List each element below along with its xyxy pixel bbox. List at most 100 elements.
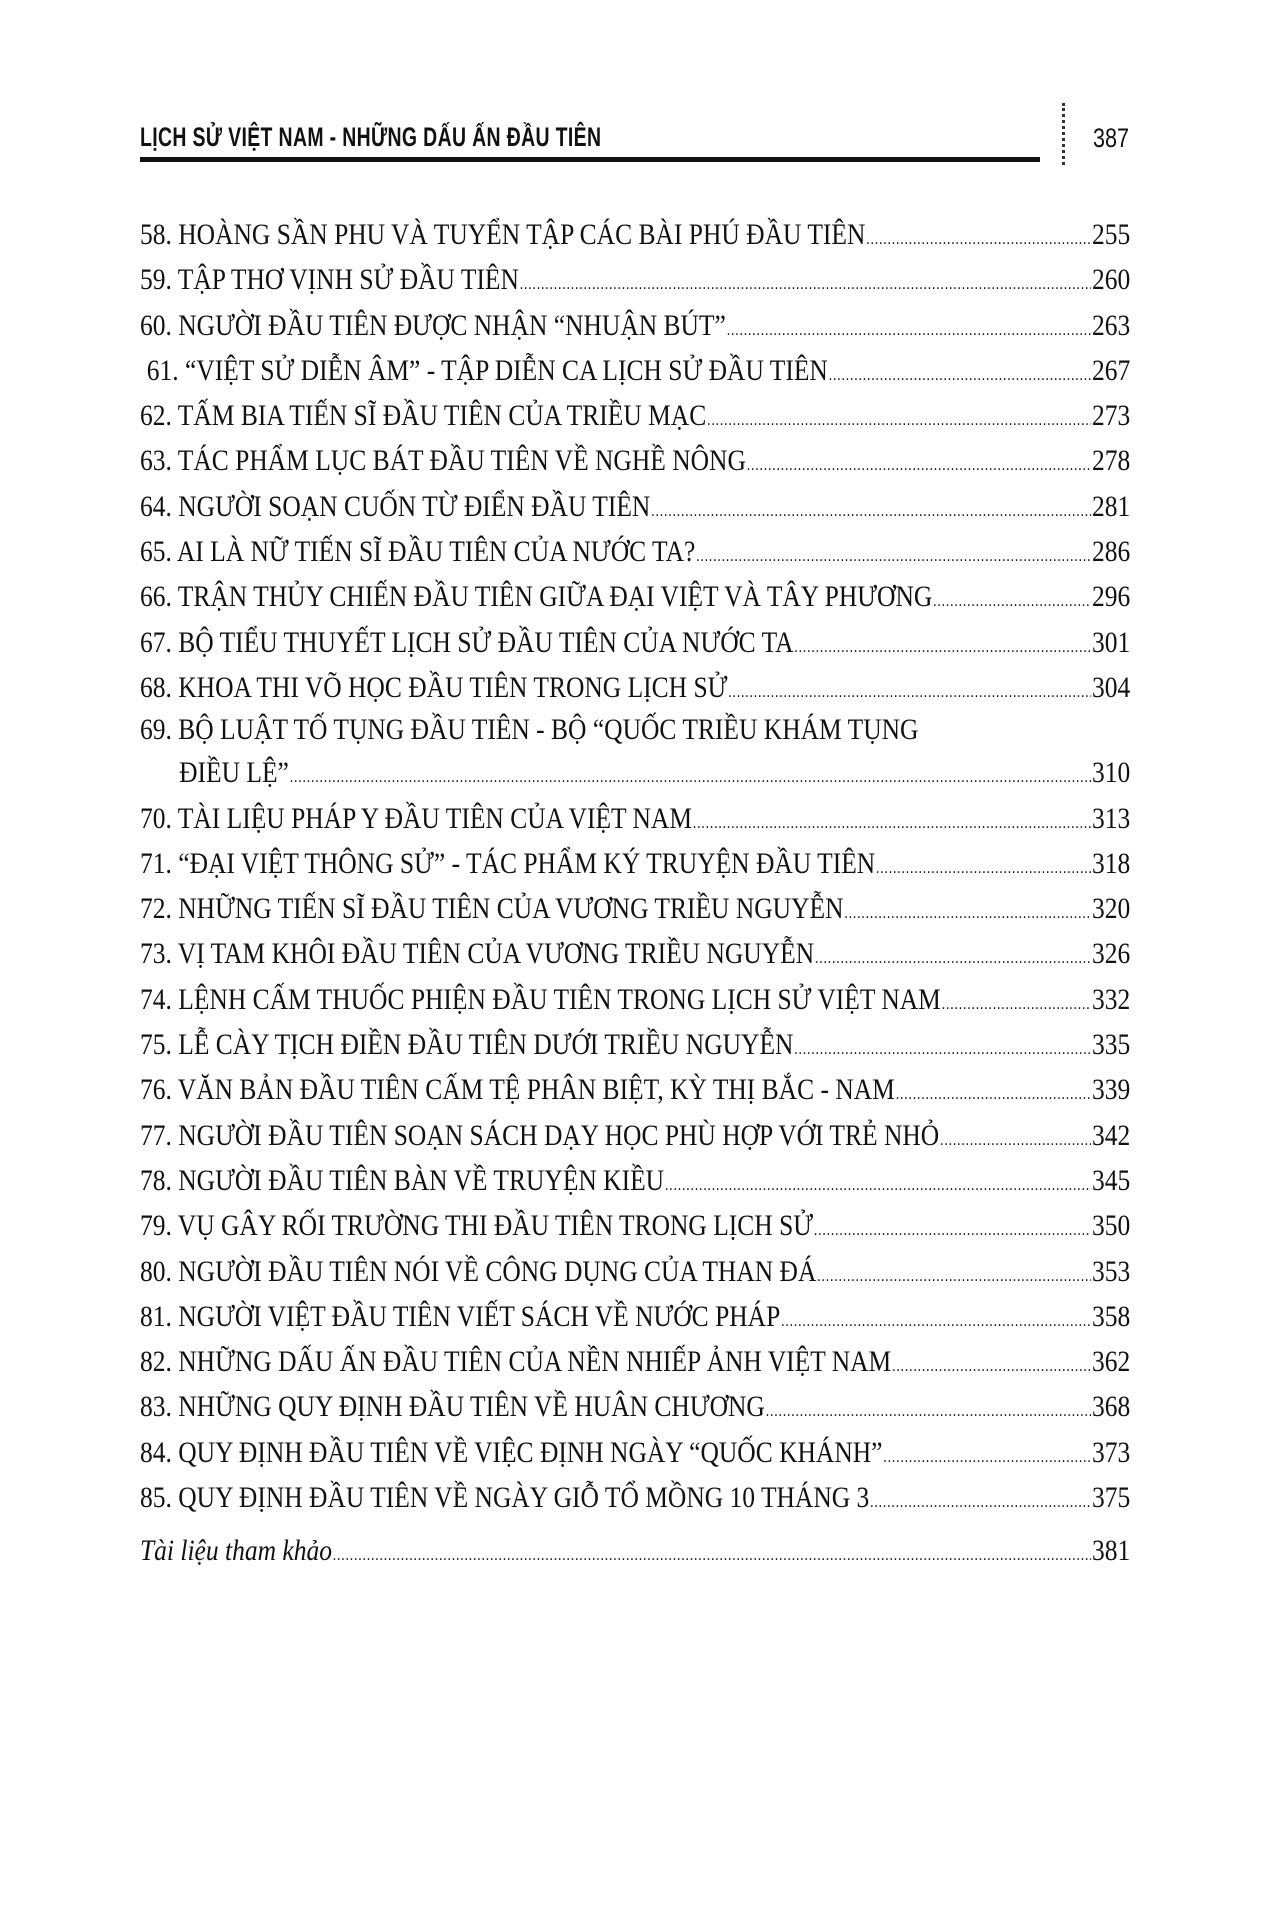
toc-entry-page: 255 [1092,218,1131,251]
dot-leader [693,801,1091,846]
toc-entry-title: 85. QUY ĐỊNH ĐẦU TIÊN VỀ NGÀY GIỖ TỔ MỒN… [140,1481,870,1515]
toc-entry-title: 67. BỘ TIỂU THUYẾT LỊCH SỬ ĐẦU TIÊN CỦA … [140,625,794,659]
toc-entry-title-cont: ĐIỀU LỆ” [179,756,289,790]
toc-entry-page: 313 [1092,801,1131,835]
toc-entry-page: 326 [1092,937,1131,971]
toc-entry-page: 260 [1092,263,1131,297]
toc-entry: 74. LỆNH CẤM THUỐC PHIỆN ĐẦU TIÊN TRONG … [140,977,1130,1022]
toc-entry-page: 362 [1092,1345,1131,1379]
toc-entry-page: 335 [1092,1028,1131,1062]
dot-leader [814,1208,1091,1253]
toc-entry: 72. NHỮNG TIẾN SĨ ĐẦU TIÊN CỦA VƯƠNG TRI… [140,886,1130,931]
toc-entry-title: 80. NGƯỜI ĐẦU TIÊN NÓI VỀ CÔNG DỤNG CỦA … [140,1254,817,1288]
references-page: 381 [1092,1534,1131,1568]
toc-entry: 59. TẬP THƠ VỊNH SỬ ĐẦU TIÊN 260 [140,257,1130,302]
toc-entry-page: 310 [1092,756,1131,790]
toc-entry-title: 84. QUY ĐỊNH ĐẦU TIÊN VỀ VIỆC ĐỊNH NGÀY … [140,1435,883,1469]
toc-entry-title: 82. NHỮNG DẤU ẤN ĐẦU TIÊN CỦA NỀN NHIẾP … [140,1345,892,1379]
dot-leader [892,1344,1091,1389]
toc-entry-page: 286 [1092,535,1131,569]
toc-entry-title: 75. LỄ CÀY TỊCH ĐIỀN ĐẦU TIÊN DƯỚI TRIỀU… [140,1028,794,1062]
toc-entry: 70. TÀI LIỆU PHÁP Y ĐẦU TIÊN CỦA VIỆT NA… [140,796,1130,841]
toc-entry-references: Tài liệu tham khảo 381 [140,1528,1130,1573]
toc-entry-title: 81. NGƯỜI VIỆT ĐẦU TIÊN VIẾT SÁCH VỀ NƯỚ… [140,1299,781,1333]
toc-entry-page: 320 [1092,892,1131,926]
toc-entry-page: 301 [1092,625,1131,659]
running-header-title: LỊCH SỬ VIỆT NAM - NHỮNG DẤU ẤN ĐẦU TIÊN [140,122,602,152]
toc-entry-page: 358 [1092,1299,1131,1333]
toc-entry: 68. KHOA THI VÕ HỌC ĐẦU TIÊN TRONG LỊCH … [140,665,1130,710]
dot-leader [333,1533,1091,1578]
toc-entry: 64. NGƯỜI SOẠN CUỐN TỪ ĐIỂN ĐẦU TIÊN 281 [140,484,1130,529]
dot-leader [870,1480,1091,1525]
toc-entry: 84. QUY ĐỊNH ĐẦU TIÊN VỀ VIỆC ĐỊNH NGÀY … [140,1430,1130,1475]
dot-leader [829,353,1091,398]
dot-leader [933,579,1091,624]
toc-entry-title: 62. TẤM BIA TIẾN SĨ ĐẦU TIÊN CỦA TRIỀU M… [140,399,707,433]
toc-entry-page: 353 [1092,1254,1131,1288]
toc-entry-title: 79. VỤ GÂY RỐI TRƯỜNG THI ĐẦU TIÊN TRONG… [140,1209,814,1243]
toc-entry-title: 78. NGƯỜI ĐẦU TIÊN BÀN VỀ TRUYỆN KIỀU [140,1163,665,1197]
toc-entry-title: 77. NGƯỜI ĐẦU TIÊN SOẠN SÁCH DẠY HỌC PHÙ… [140,1118,940,1152]
toc-entry-title: 72. NHỮNG TIẾN SĨ ĐẦU TIÊN CỦA VƯƠNG TRI… [140,892,844,926]
toc-entry-title: 63. TÁC PHẨM LỤC BÁT ĐẦU TIÊN VỀ NGHỀ NÔ… [140,444,746,478]
toc-entry: 83. NHỮNG QUY ĐỊNH ĐẦU TIÊN VỀ HUÂN CHƯƠ… [140,1384,1130,1429]
toc-entry-title: 65. AI LÀ NỮ TIẾN SĨ ĐẦU TIÊN CỦA NƯỚC T… [140,535,696,569]
toc-entry-page: 304 [1092,670,1131,704]
toc-entry-title: 60. NGƯỜI ĐẦU TIÊN ĐƯỢC NHẬN “NHUẬN BÚT” [140,308,726,342]
header-rule [140,157,1040,162]
dot-leader [747,443,1091,488]
toc-entry: 69. BỘ LUẬT TỐ TỤNG ĐẦU TIÊN - BỘ “QUỐC … [140,710,1130,750]
toc-entry-title: 66. TRẬN THỦY CHIẾN ĐẦU TIÊN GIỮA ĐẠI VI… [140,580,933,614]
dot-leader [766,1389,1091,1434]
toc-entry-title: 68. KHOA THI VÕ HỌC ĐẦU TIÊN TRONG LỊCH … [140,670,728,704]
dot-leader [290,755,1091,800]
toc-entry-title: 69. BỘ LUẬT TỐ TỤNG ĐẦU TIÊN - BỘ “QUỐC … [140,713,919,747]
toc-entry-page: 318 [1092,846,1131,880]
dot-leader [728,670,1091,715]
toc-entry-page: 273 [1092,399,1131,433]
page-number: 387 [1093,123,1130,153]
toc-entry: 62. TẤM BIA TIẾN SĨ ĐẦU TIÊN CỦA TRIỀU M… [140,393,1130,438]
toc-entry-title: 70. TÀI LIỆU PHÁP Y ĐẦU TIÊN CỦA VIỆT NA… [140,801,693,835]
toc-entry: 63. TÁC PHẨM LỤC BÁT ĐẦU TIÊN VỀ NGHỀ NÔ… [140,438,1130,483]
toc-entry: 58. HOÀNG SẦN PHU VÀ TUYỂN TẬP CÁC BÀI P… [140,212,1130,257]
toc-entry-title: 58. HOÀNG SẦN PHU VÀ TUYỂN TẬP CÁC BÀI P… [140,218,866,251]
toc-entry: 71. “ĐẠI VIỆT THÔNG SỬ” - TÁC PHẨM KÝ TR… [140,841,1130,886]
toc-entry-continuation: ĐIỀU LỆ” 310 [140,750,1130,795]
dot-leader [781,1299,1091,1344]
dot-leader [896,1072,1091,1117]
toc-entry-title: 73. VỊ TAM KHÔI ĐẦU TIÊN CỦA VƯƠNG TRIỀU… [140,937,815,971]
toc-entry-title: 71. “ĐẠI VIỆT THÔNG SỬ” - TÁC PHẨM KÝ TR… [140,846,876,880]
toc-entry: 79. VỤ GÂY RỐI TRƯỜNG THI ĐẦU TIÊN TRONG… [140,1203,1130,1248]
toc-entry-title: 74. LỆNH CẤM THUỐC PHIỆN ĐẦU TIÊN TRONG … [140,982,941,1016]
toc-entry-title: 76. VĂN BẢN ĐẦU TIÊN CẤM TỆ PHÂN BIỆT, K… [140,1073,895,1107]
references-title: Tài liệu tham khảo [140,1534,332,1568]
dot-leader [940,1118,1091,1163]
toc-entry-page: 281 [1092,489,1131,523]
toc-entry-page: 296 [1092,580,1131,614]
dot-leader [727,308,1091,353]
toc-entry: 66. TRẬN THỦY CHIẾN ĐẦU TIÊN GIỮA ĐẠI VI… [140,574,1130,619]
toc-entry-page: 368 [1092,1390,1131,1424]
toc-entry-page: 342 [1092,1118,1131,1152]
table-of-contents: 58. HOÀNG SẦN PHU VÀ TUYỂN TẬP CÁC BÀI P… [140,212,1130,1574]
toc-entry: 81. NGƯỜI VIỆT ĐẦU TIÊN VIẾT SÁCH VỀ NƯỚ… [140,1294,1130,1339]
toc-entry: 82. NHỮNG DẤU ẤN ĐẦU TIÊN CỦA NỀN NHIẾP … [140,1339,1130,1384]
dot-leader [651,489,1091,534]
dot-leader [696,534,1091,579]
toc-entry: 80. NGƯỜI ĐẦU TIÊN NÓI VỀ CÔNG DỤNG CỦA … [140,1249,1130,1294]
toc-entry-page: 332 [1092,982,1131,1016]
toc-entry: 73. VỊ TAM KHÔI ĐẦU TIÊN CỦA VƯƠNG TRIỀU… [140,931,1130,976]
dot-leader [876,846,1091,891]
toc-entry: 67. BỘ TIỂU THUYẾT LỊCH SỬ ĐẦU TIÊN CỦA … [140,620,1130,665]
toc-entry-page: 278 [1092,444,1131,478]
toc-entry: 75. LỄ CÀY TỊCH ĐIỀN ĐẦU TIÊN DƯỚI TRIỀU… [140,1022,1130,1067]
toc-entry-page: 350 [1092,1209,1131,1243]
toc-entry-page: 373 [1092,1435,1131,1469]
dot-leader [817,1254,1091,1299]
toc-entry-page: 339 [1092,1073,1131,1107]
toc-entry: 65. AI LÀ NỮ TIẾN SĨ ĐẦU TIÊN CỦA NƯỚC T… [140,529,1130,574]
toc-entry: 78. NGƯỜI ĐẦU TIÊN BÀN VỀ TRUYỆN KIỀU 345 [140,1158,1130,1203]
dot-leader [883,1435,1091,1480]
